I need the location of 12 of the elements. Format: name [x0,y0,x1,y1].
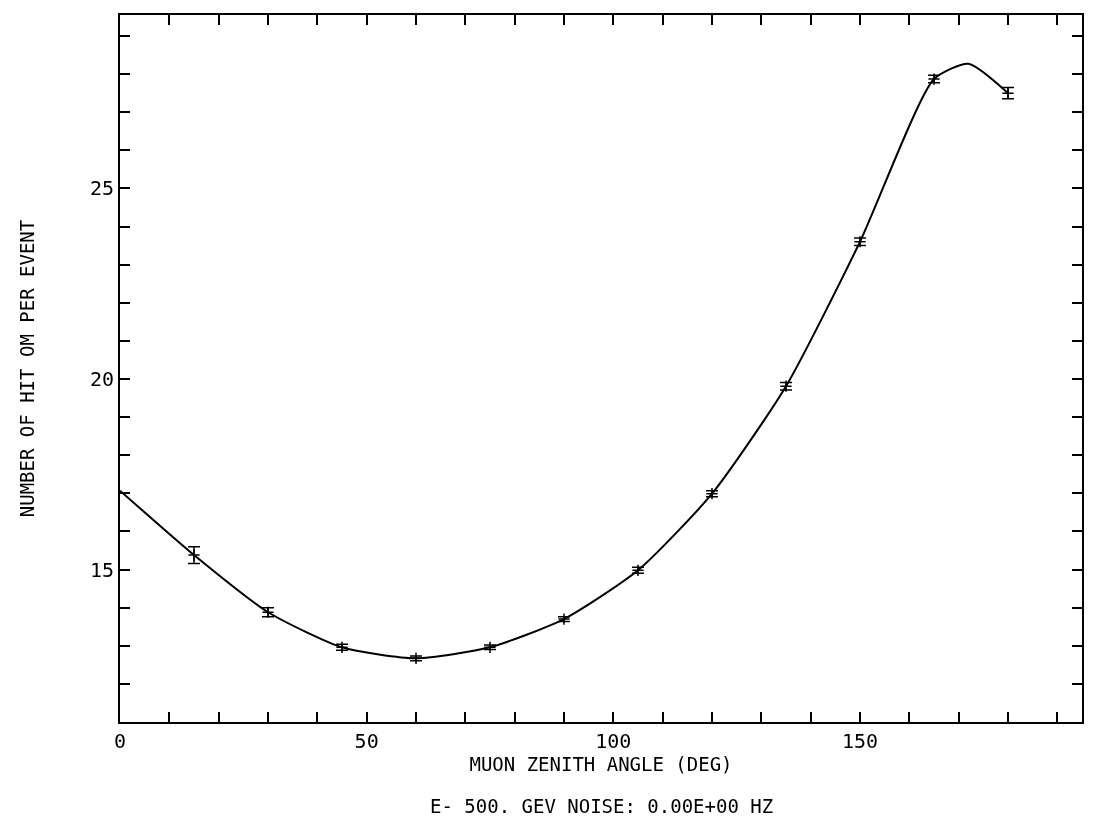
point [557,612,571,626]
point [483,640,497,654]
x-tick-label: 0 [113,729,127,753]
x-tick-label: 50 [354,729,379,753]
x-tick-label: 100 [595,729,632,753]
text: E- 500. GEV NOISE: 0.00E+00 HZ [430,795,774,817]
y-axis-title: NUMBER OF HIT OM PER EVENT [16,219,39,518]
y-tick-label: 15 [89,557,114,582]
y-tick-label: 20 [89,366,114,391]
x-axis-title: MUON ZENITH ANGLE (DEG) [469,753,733,776]
x-tick-label: 150 [841,729,879,753]
y-tick-label: 25 [89,176,114,201]
